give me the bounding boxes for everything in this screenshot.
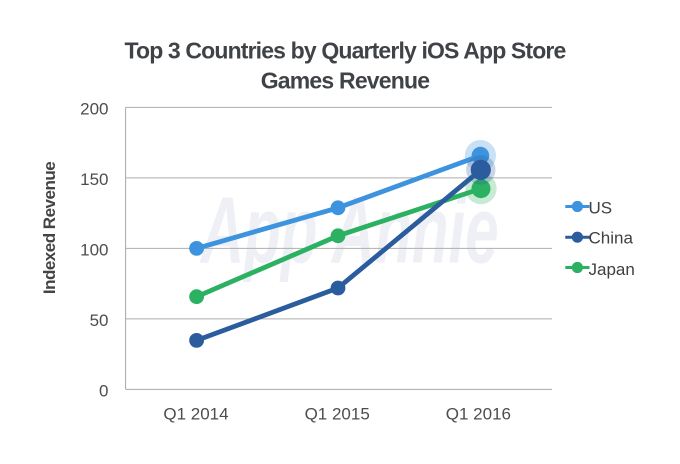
- svg-text:Games Revenue: Games Revenue: [261, 68, 430, 94]
- svg-text:150: 150: [80, 170, 108, 189]
- svg-text:Q1 2016: Q1 2016: [446, 404, 511, 423]
- svg-text:50: 50: [90, 311, 109, 330]
- svg-text:Top 3 Countries by Quarterly i: Top 3 Countries by Quarterly iOS App Sto…: [125, 38, 566, 64]
- svg-text:China: China: [589, 229, 634, 248]
- svg-text:100: 100: [80, 241, 108, 260]
- svg-text:0: 0: [99, 382, 108, 401]
- svg-text:Q1 2015: Q1 2015: [305, 404, 370, 423]
- svg-text:Q1 2014: Q1 2014: [163, 404, 228, 423]
- svg-text:US: US: [589, 198, 613, 217]
- svg-text:Japan: Japan: [589, 260, 635, 279]
- svg-text:200: 200: [80, 100, 108, 119]
- svg-text:Indexed Revenue: Indexed Revenue: [40, 162, 59, 294]
